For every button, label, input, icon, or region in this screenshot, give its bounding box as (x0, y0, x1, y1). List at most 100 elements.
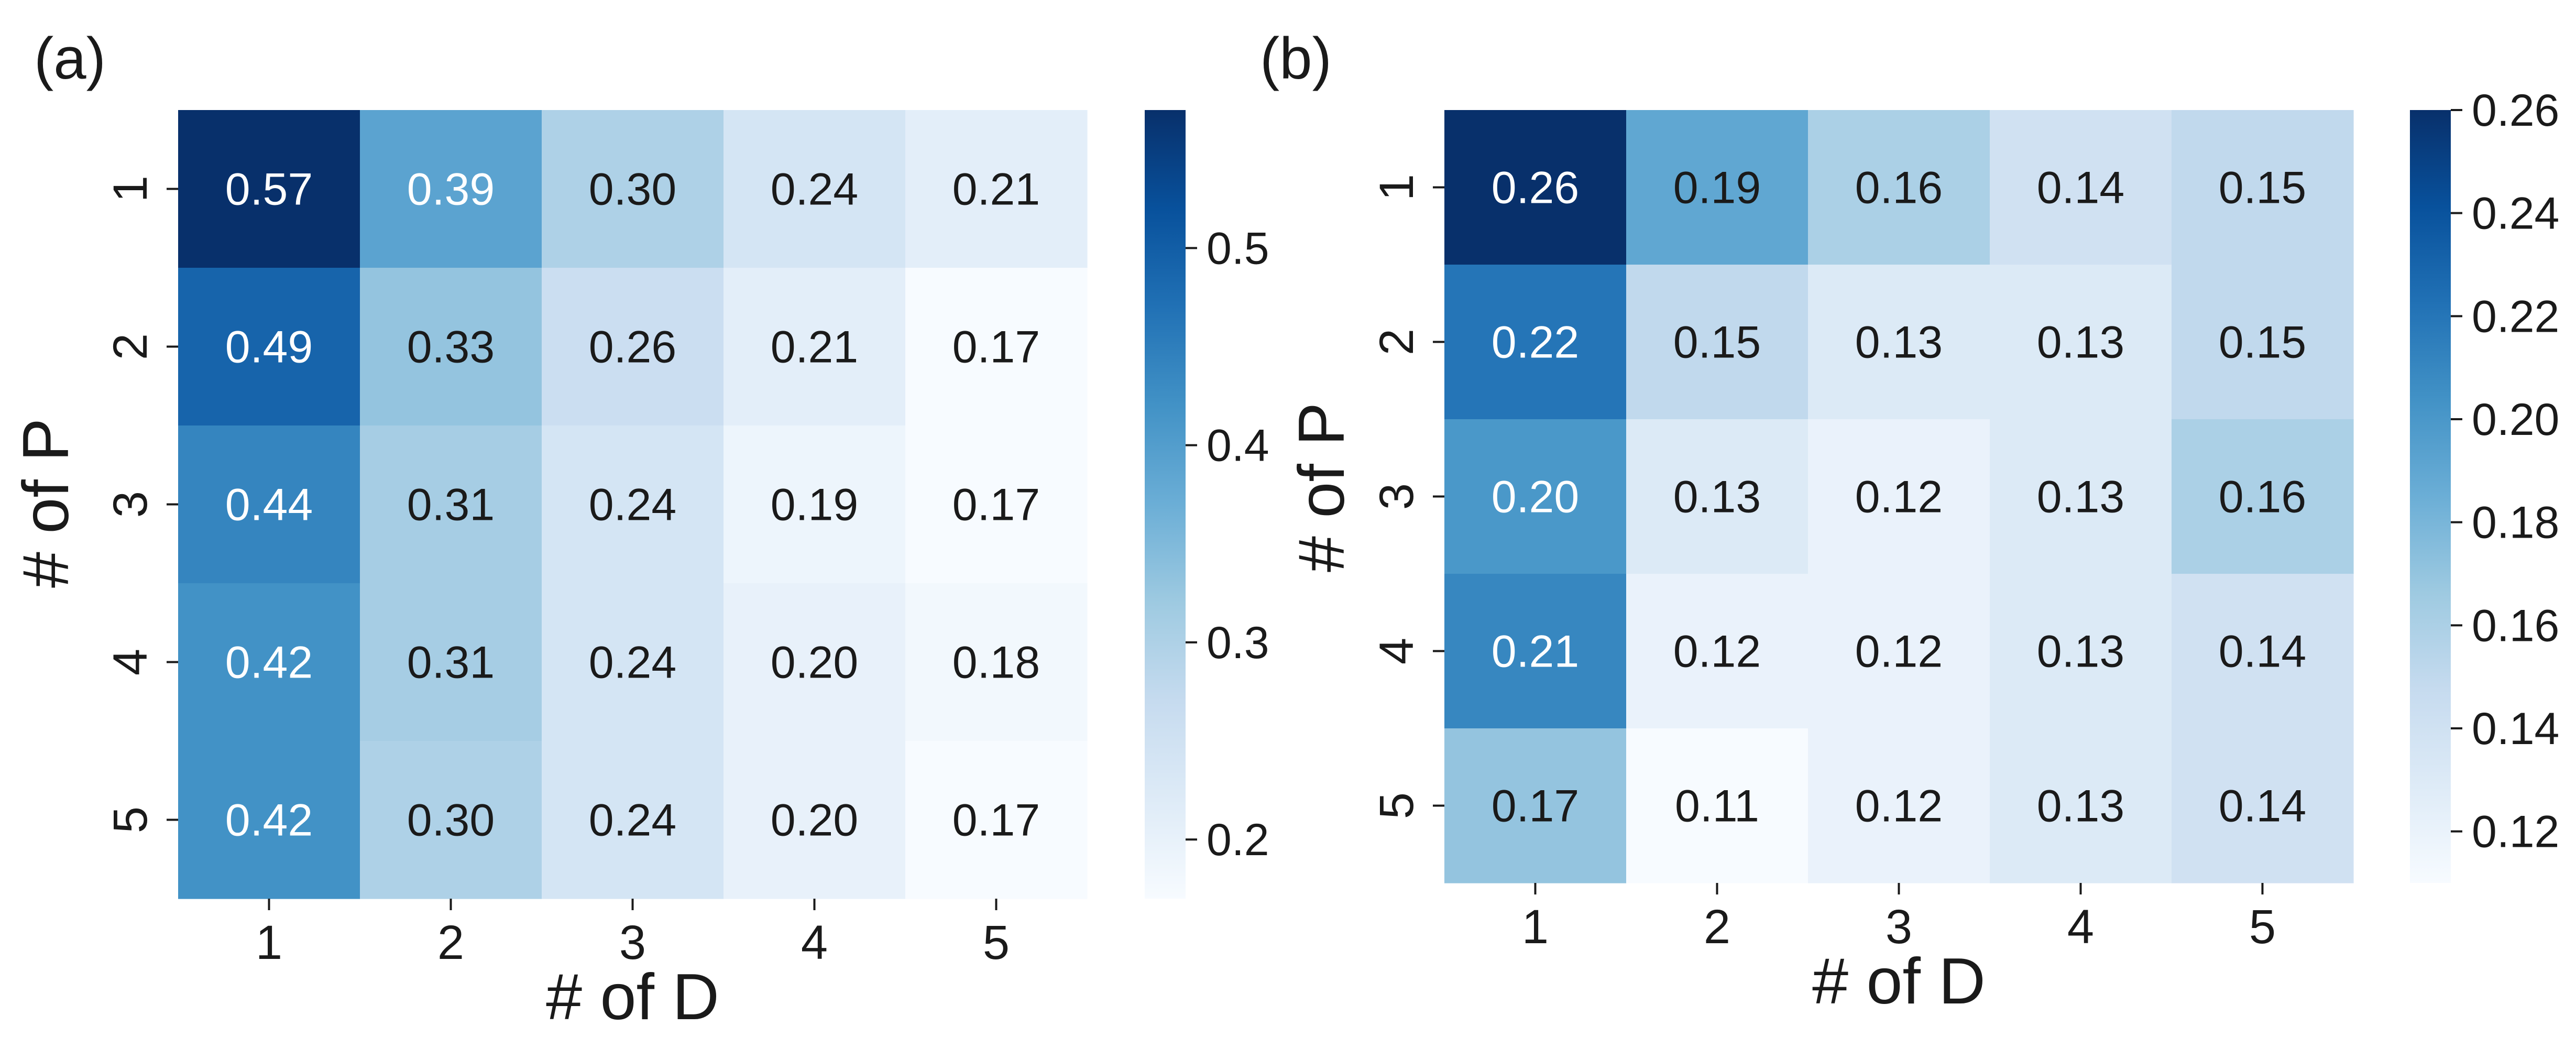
heatmap-cell (724, 425, 906, 584)
heatmap-cell (542, 110, 724, 268)
cell-value-label: 0.19 (771, 480, 858, 530)
heatmap-cell (1444, 110, 1627, 265)
heatmap-cell (2172, 419, 2354, 574)
cell-value-label: 0.14 (2219, 781, 2306, 832)
heatmap-cell (178, 583, 360, 741)
cell-value-label: 0.20 (771, 638, 858, 688)
heatmap-cell (360, 583, 542, 741)
cell-value-label: 0.24 (589, 795, 676, 846)
cell-value-label: 0.24 (589, 638, 676, 688)
cell-value-label: 0.57 (225, 165, 313, 215)
heatmap-cell (905, 268, 1088, 426)
colorbar (1145, 110, 1186, 899)
heatmap-cell (2172, 110, 2354, 265)
heatmap-cell (1990, 419, 2172, 574)
heatmap-cell (1626, 265, 1808, 420)
cell-value-label: 0.26 (1492, 163, 1579, 213)
cell-value-label: 0.14 (2219, 627, 2306, 677)
heatmap-cell (542, 741, 724, 899)
heatmap-cell (1808, 419, 1990, 574)
heatmap-cell (1808, 728, 1990, 883)
cell-value-label: 0.15 (1673, 318, 1761, 368)
x-tick-label: 1 (1522, 900, 1549, 954)
cell-value-label: 0.24 (589, 480, 676, 530)
cell-value-label: 0.14 (2037, 163, 2124, 213)
colorbar (2410, 110, 2451, 883)
heatmap-cell (542, 268, 724, 426)
heatmap-cell (1626, 419, 1808, 574)
y-tick-label: 3 (1370, 483, 1423, 510)
heatmap-cell (1808, 574, 1990, 729)
x-tick-label: 3 (619, 916, 646, 969)
cell-value-label: 0.17 (952, 795, 1040, 846)
heatmap-cell (1626, 574, 1808, 729)
heatmap-cell (2172, 265, 2354, 420)
cell-value-label: 0.13 (2037, 472, 2124, 522)
x-tick-label: 4 (2067, 900, 2094, 954)
heatmap-cell (1444, 419, 1627, 574)
cell-value-label: 0.20 (771, 795, 858, 846)
colorbar-tick-label: 0.16 (2472, 601, 2559, 651)
panel-label: (b) (1260, 26, 1332, 91)
cell-value-label: 0.15 (2219, 318, 2306, 368)
x-tick-label: 2 (437, 916, 464, 969)
cell-value-label: 0.21 (771, 322, 858, 373)
heatmap-cell (905, 425, 1088, 584)
heatmap-panel-b: (b) 0.26 0.19 0.16 0.14 0.15 0.22 0.15 0.13 0.13 0… (1260, 26, 2559, 1018)
colorbar-tick-label: 0.20 (2472, 395, 2559, 445)
heatmap-cell (1990, 265, 2172, 420)
cell-value-label: 0.12 (1673, 627, 1761, 677)
colorbar-tick-label: 0.12 (2472, 807, 2559, 857)
cell-value-label: 0.18 (952, 638, 1040, 688)
y-tick-label: 4 (1370, 638, 1423, 664)
heatmap-cell (1808, 110, 1990, 265)
heatmap-cell (1990, 574, 2172, 729)
cell-value-label: 0.13 (2037, 781, 2124, 832)
heatmap-cell (1444, 265, 1627, 420)
y-tick-label: 5 (104, 806, 157, 833)
y-tick-label: 1 (1370, 174, 1423, 201)
heatmap-cell (1990, 728, 2172, 883)
heatmap-cell (360, 425, 542, 584)
heatmap-cell (905, 110, 1088, 268)
x-tick-label: 4 (801, 916, 828, 969)
cell-value-label: 0.16 (1855, 163, 1943, 213)
cell-value-label: 0.42 (225, 795, 313, 846)
cell-value-label: 0.49 (225, 322, 313, 373)
y-tick-label: 4 (104, 649, 157, 675)
heatmap-cell (178, 741, 360, 899)
colorbar-tick-label: 0.24 (2472, 189, 2559, 239)
heatmap-cell (905, 583, 1088, 741)
x-axis-label: # of D (546, 961, 719, 1033)
heatmap-cell (905, 741, 1088, 899)
y-tick-label: 5 (1370, 792, 1423, 819)
heatmap-cell (1808, 265, 1990, 420)
heatmap-panel-a: (a)0.57 0.39 0.30 0.24 0.210.49 0.33 0.26 0.21 0… (10, 26, 1269, 1033)
colorbar-tick-label: 0.14 (2472, 704, 2559, 754)
heatmap-cell (178, 110, 360, 268)
cell-value-label: 0.31 (407, 638, 495, 688)
x-tick-label: 5 (2249, 900, 2276, 954)
heatmap-cell (1626, 110, 1808, 265)
cell-value-label: 0.12 (1855, 472, 1943, 522)
heatmap-cell (724, 741, 906, 899)
heatmap-cell (360, 110, 542, 268)
colorbar-tick-label: 0.2 (1207, 815, 1269, 865)
x-axis-label: # of D (1812, 945, 1986, 1018)
heatmap-cell (724, 268, 906, 426)
heatmap-cell (724, 110, 906, 268)
cell-value-label: 0.21 (952, 165, 1040, 215)
y-tick-label: 2 (104, 333, 157, 360)
colorbar-tick-label: 0.26 (2472, 85, 2559, 136)
colorbar-tick-label: 0.4 (1207, 421, 1269, 471)
heatmap-cell (1444, 728, 1627, 883)
cell-value-label: 0.13 (2037, 318, 2124, 368)
heatmap-cell (2172, 574, 2354, 729)
x-tick-label: 5 (983, 916, 1010, 969)
cell-value-label: 0.13 (1673, 472, 1761, 522)
cell-value-label: 0.26 (589, 322, 676, 373)
y-tick-label: 2 (1370, 329, 1423, 355)
cell-value-label: 0.11 (1675, 781, 1759, 832)
heatmap-cell (542, 583, 724, 741)
